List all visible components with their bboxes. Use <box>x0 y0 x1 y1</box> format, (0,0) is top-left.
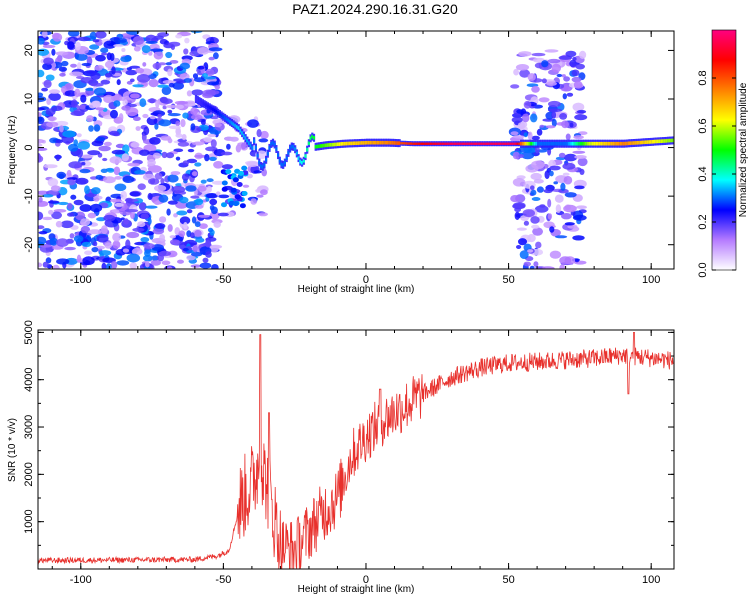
spectrogram-x-tick-label: -100 <box>70 274 92 286</box>
colorbar-tick-label: 0.2 <box>697 214 709 229</box>
snr-x-tick-label: -50 <box>215 574 231 586</box>
spectrogram-x-ticks: -100 -50 0 50 100 <box>51 31 660 286</box>
snr-frame <box>37 329 675 570</box>
snr-x-ticks: -100 -50 0 50 100 <box>51 330 660 586</box>
spectrogram-x-tick-label: 100 <box>642 274 660 286</box>
spectrogram-y-tick-label: -20 <box>23 237 35 253</box>
snr-x-tick-label: 50 <box>502 574 514 586</box>
colorbar-gradient <box>711 29 737 271</box>
spectrogram-x-tick-label: 50 <box>502 274 514 286</box>
snr-y-tick-label: 4000 <box>23 367 35 391</box>
spectrogram-y-ticks: -20 -10 0 10 20 <box>23 44 674 253</box>
spectrogram-y-tick-label: -10 <box>23 188 35 204</box>
spectrogram-y-tick-label: 20 <box>23 44 35 56</box>
snr-series-line <box>38 332 674 569</box>
colorbar-ticks: 0.0 0.2 0.4 0.6 0.8 <box>697 70 736 278</box>
figure-title: PAZ1.2024.290.16.31.G20 <box>292 1 458 17</box>
spectrogram-x-tick-label: 0 <box>363 274 369 286</box>
spectrogram-y-axis-label: Frequency (Hz) <box>7 116 18 185</box>
spectrogram-y-tick-label: 0 <box>23 145 35 151</box>
colorbar: 0.0 0.2 0.4 0.6 0.8 Normalized spectral ampl… <box>697 29 749 278</box>
snr-y-tick-label: 2000 <box>23 462 35 486</box>
snr-y-axis-label: SNR (10 * v/v) <box>7 418 18 482</box>
colorbar-tick-label: 0.0 <box>697 262 709 277</box>
snr-y-tick-label: 3000 <box>23 415 35 439</box>
spectrogram-y-tick-label: 10 <box>23 93 35 105</box>
snr-background <box>38 330 674 569</box>
colorbar-tick-label: 0.4 <box>697 166 709 181</box>
snr-y-ticks: 1000 2000 3000 4000 5000 <box>23 320 674 546</box>
spectrogram-frame <box>37 30 675 270</box>
colorbar-tick-label: 0.6 <box>697 118 709 133</box>
snr-panel: -100 -50 0 50 100 1000 2000 3000 4000 5000 Heigh… <box>7 320 675 595</box>
snr-x-tick-label: -100 <box>70 574 92 586</box>
snr-x-axis-label: Height of straight line (km) <box>298 584 415 595</box>
colorbar-tick-label: 0.8 <box>697 70 709 85</box>
snr-y-tick-label: 1000 <box>23 509 35 533</box>
colorbar-label: Normalized spectral amplitude <box>738 82 749 217</box>
snr-x-tick-label: 100 <box>642 574 660 586</box>
snr-y-tick-label: 5000 <box>23 320 35 344</box>
spectrogram-x-tick-label: -50 <box>215 274 231 286</box>
spectrogram-x-axis-label: Height of straight line (km) <box>298 284 415 295</box>
spectrogram-cells <box>38 31 674 269</box>
snr-x-tick-label: 0 <box>363 574 369 586</box>
